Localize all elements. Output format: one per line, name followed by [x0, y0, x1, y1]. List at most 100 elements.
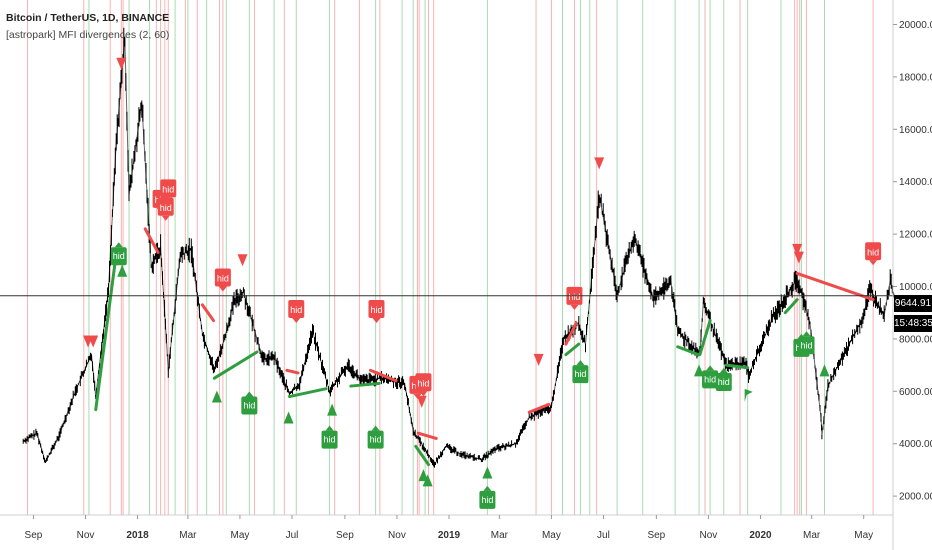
- label-pointer: [325, 425, 334, 431]
- bear-arrow-icon: [88, 335, 99, 348]
- bear-divergence-line: [200, 303, 215, 323]
- x-tick-label: May: [542, 530, 561, 541]
- label-text: hid: [417, 378, 429, 388]
- bull-divergence-line: [698, 319, 712, 357]
- label-pointer: [706, 365, 715, 371]
- price-line: [22, 37, 895, 466]
- y-tick-label: 18000.00: [899, 72, 932, 83]
- bear-hid-label: hid: [865, 242, 882, 266]
- bull-arrow-icon: [694, 364, 705, 377]
- bull-divergence-line: [564, 342, 581, 357]
- bull-arrow-icon: [117, 264, 128, 277]
- bear-divergence-line: [369, 368, 398, 383]
- label-box: [865, 242, 882, 261]
- label-box: [479, 490, 496, 509]
- y-tick-label: 14000.00: [899, 177, 932, 188]
- label-box: [241, 396, 258, 415]
- bull-arrow-icon: [422, 474, 433, 487]
- y-tick-label: 6000.00: [899, 387, 932, 398]
- bull-divergence-line: [724, 363, 750, 370]
- bear-arrow-icon: [237, 254, 248, 267]
- bear-hid-label: hid: [160, 179, 177, 203]
- label-pointer: [719, 367, 728, 373]
- label-text: hid: [113, 251, 125, 261]
- bull-flag-icon: [744, 388, 753, 402]
- bull-arrow-icon: [211, 390, 222, 403]
- x-tick-label: Nov: [388, 530, 406, 541]
- y-tick-label: 16000.00: [899, 125, 932, 136]
- y-tick-label: 2000.00: [899, 492, 932, 503]
- bear-arrow-icon: [792, 243, 803, 256]
- bear-hid-label: hid: [415, 373, 432, 397]
- label-text: hid: [574, 369, 586, 379]
- label-text: hid: [718, 377, 730, 387]
- y-tick-label: 12000.00: [899, 230, 932, 241]
- bull-arrow-icon: [819, 364, 830, 377]
- label-pointer: [292, 317, 301, 323]
- bear-arrow-icon: [416, 395, 427, 408]
- bear-divergence-line: [527, 402, 551, 414]
- label-box: [157, 197, 174, 216]
- price-axis: 2000.00 4000.00 6000.00 8000.00 10000.00 1200…: [893, 20, 932, 503]
- x-tick-label: 2020: [749, 530, 772, 541]
- label-pointer: [372, 317, 381, 323]
- x-tick-label: Sep: [647, 530, 665, 541]
- bull-hid-label: hid: [321, 425, 338, 449]
- bear-divergence-line: [564, 321, 578, 346]
- x-tick-label: Nov: [77, 530, 95, 541]
- bear-divergence-line: [143, 227, 160, 254]
- label-text: hid: [162, 184, 174, 194]
- bull-divergence-line: [212, 350, 259, 380]
- bull-divergence-line: [94, 258, 117, 412]
- label-pointer: [114, 242, 123, 248]
- bull-divergence-line: [287, 387, 328, 399]
- label-text: hid: [704, 374, 716, 384]
- symbol-title[interactable]: Bitcoin / TetherUS, 1D, BINANCE: [6, 12, 170, 24]
- y-tick-label: 8000.00: [899, 334, 932, 345]
- bull-divergence-line: [676, 345, 700, 357]
- bear-hid-label: hid: [157, 197, 174, 221]
- x-tick-label: May: [230, 530, 249, 541]
- x-tick-label: Jul: [286, 530, 299, 541]
- label-box: [572, 365, 589, 384]
- chart-legend: Bitcoin / TetherUS, 1D, BINANCE [astropa…: [6, 10, 169, 44]
- x-tick-label: Sep: [336, 530, 354, 541]
- bull-hid-label: hid: [479, 485, 496, 509]
- bull-hid-label: hid: [572, 360, 589, 384]
- bull-hid-label: hid: [798, 331, 815, 355]
- bear-divergence-line: [416, 431, 438, 440]
- bull-hid-label: hid: [715, 367, 732, 391]
- label-box: [160, 179, 177, 198]
- x-tick-label: 2019: [438, 530, 461, 541]
- bull-divergence-line: [349, 381, 381, 388]
- x-tick-label: 2018: [126, 530, 149, 541]
- label-pointer: [371, 425, 380, 431]
- bear-hid-label: hid: [214, 268, 231, 292]
- bear-arrow-icon: [793, 251, 804, 264]
- label-text: hid: [324, 435, 336, 445]
- x-tick-label: Mar: [179, 530, 197, 541]
- label-text: hid: [801, 340, 813, 350]
- label-box: [110, 247, 127, 266]
- x-tick-label: Nov: [700, 530, 718, 541]
- label-box: [415, 373, 432, 392]
- label-text: hid: [481, 495, 493, 505]
- label-pointer: [576, 360, 585, 366]
- divergence-markers: [26, 0, 874, 515]
- bull-arrow-icon: [418, 469, 429, 482]
- y-tick-label: 10000.00: [899, 282, 932, 293]
- bull-divergence-line: [783, 298, 799, 315]
- countdown-label: 15:48:35: [894, 315, 932, 332]
- bull-arrow-icon: [482, 466, 493, 479]
- bull-divergence-line: [414, 444, 431, 467]
- bear-arrow-icon: [116, 57, 127, 70]
- bull-hid-label: hid: [241, 391, 258, 415]
- divergence-lines: [94, 227, 875, 467]
- label-text: hid: [370, 435, 382, 445]
- label-pointer: [218, 286, 227, 292]
- indicator-name[interactable]: [astropark] MFI divergences (2, 60): [6, 29, 170, 41]
- x-tick-label: Mar: [803, 530, 821, 541]
- label-pointer: [419, 391, 428, 397]
